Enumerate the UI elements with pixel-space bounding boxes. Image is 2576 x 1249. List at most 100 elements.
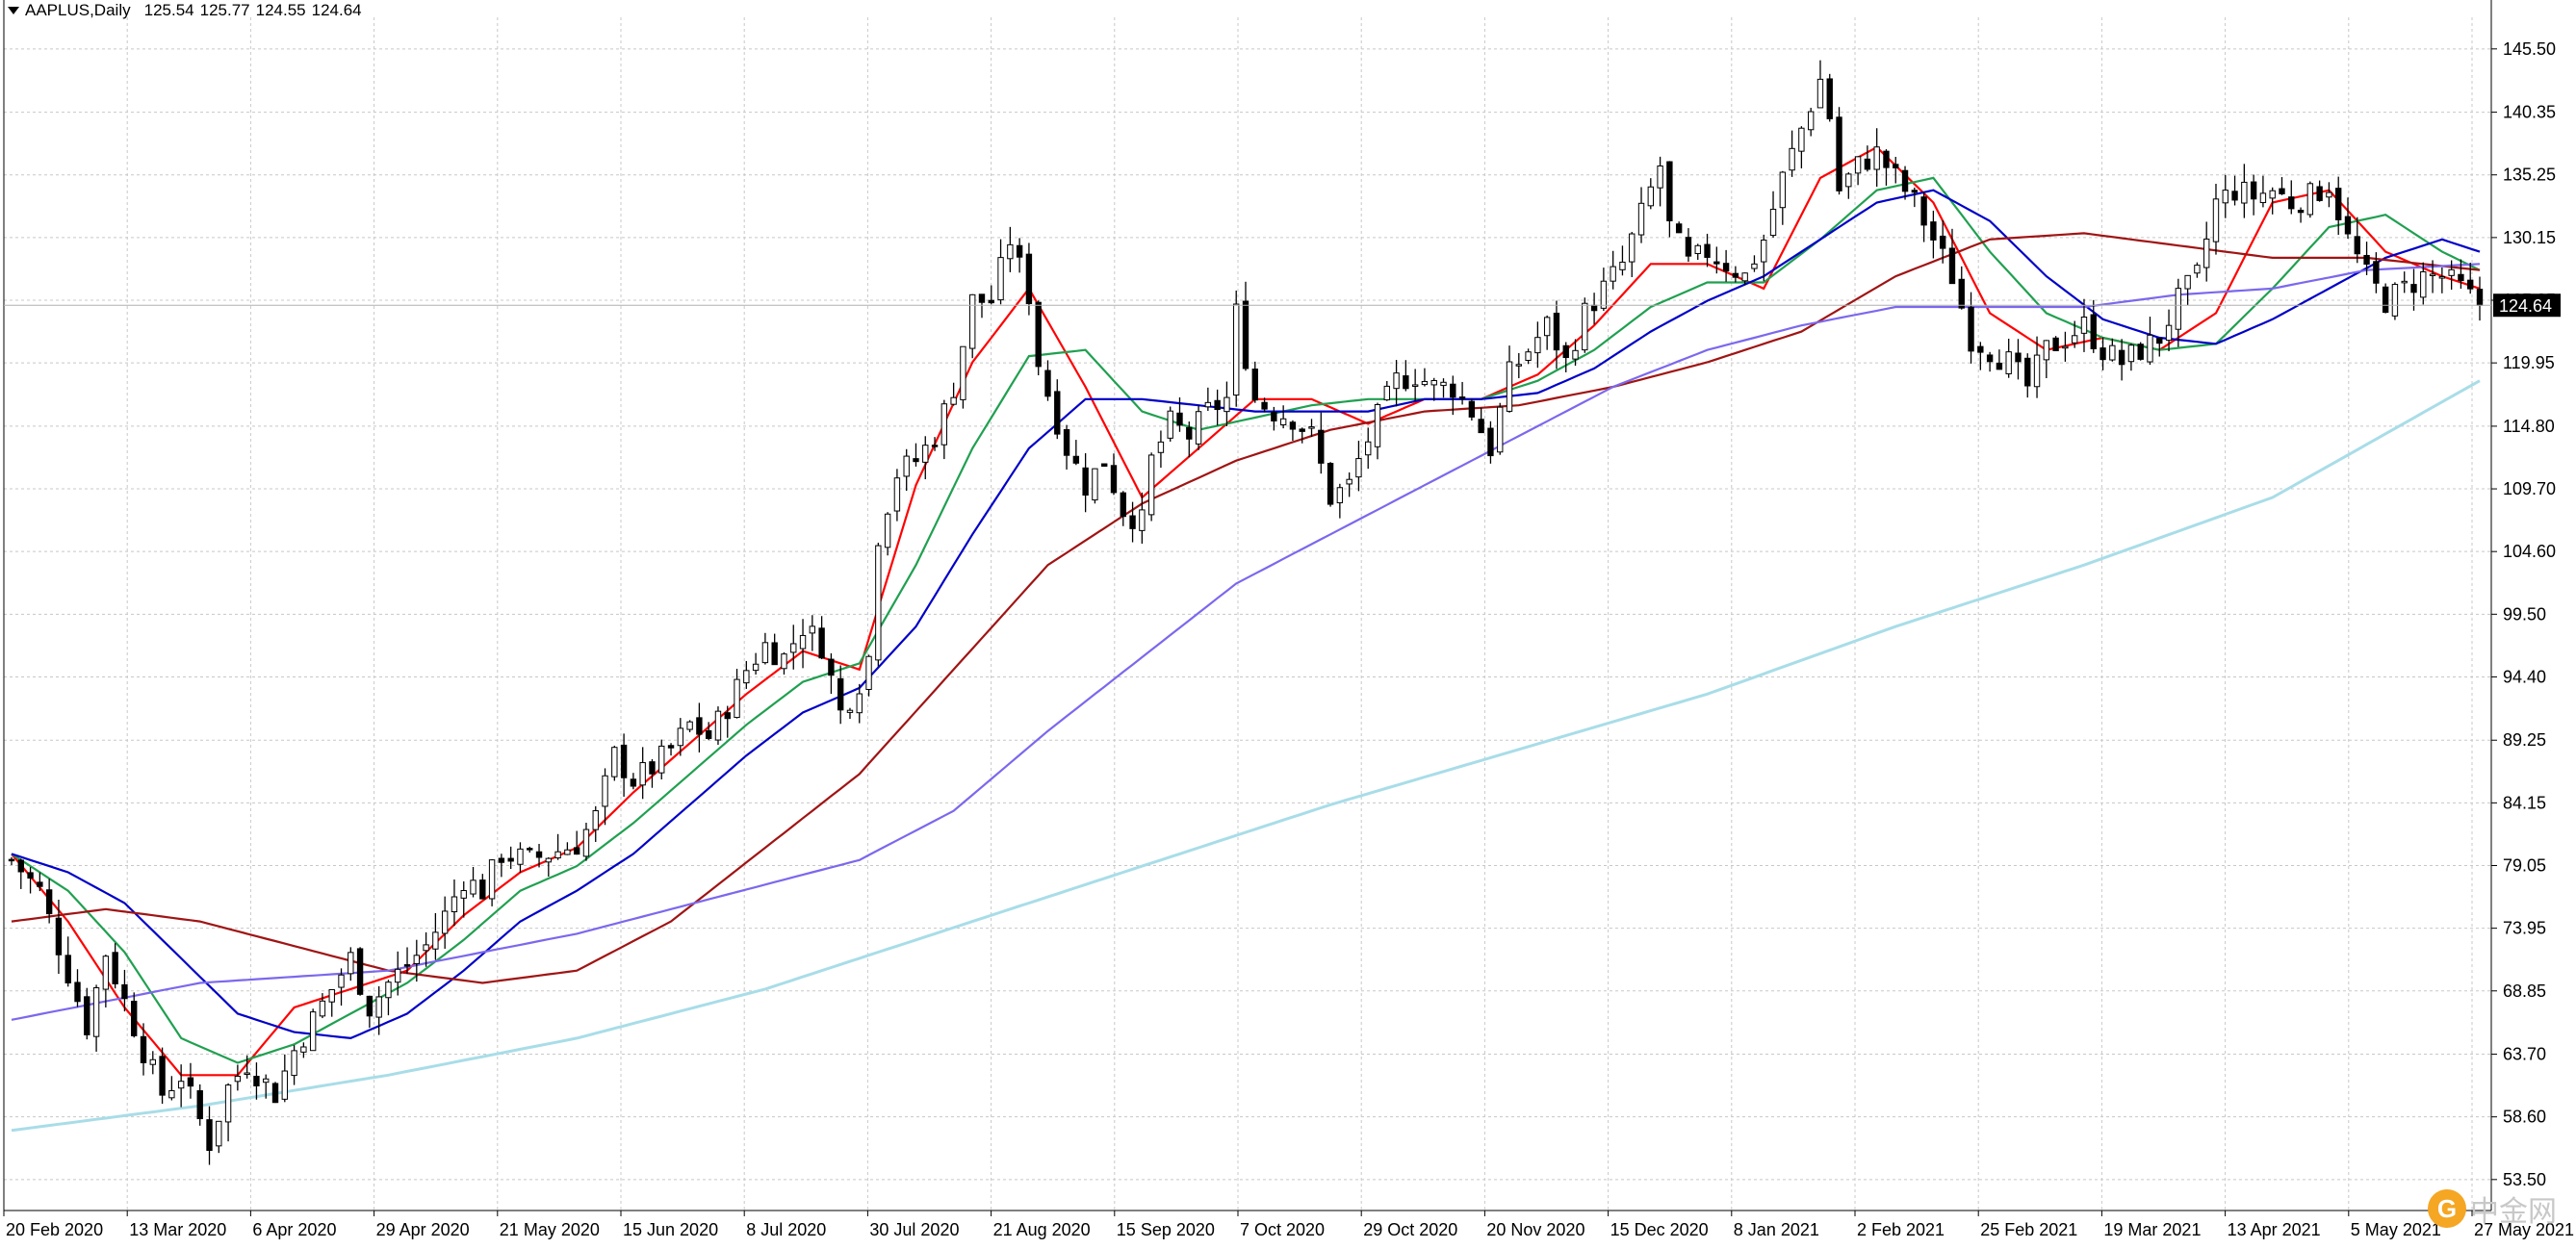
- candle-body: [375, 996, 382, 1018]
- candle-body: [611, 747, 618, 777]
- candle-body: [216, 1120, 222, 1147]
- candle-body: [2203, 238, 2210, 268]
- candle-body: [395, 968, 401, 983]
- candle-body: [1553, 312, 1560, 351]
- candle-body: [441, 910, 449, 934]
- high-value: 125.77: [199, 1, 250, 19]
- candlesticks: [8, 60, 2484, 1165]
- candle-body: [1063, 429, 1070, 456]
- candle-body: [291, 1050, 297, 1077]
- candle-body: [1694, 244, 1701, 255]
- candle-body: [1572, 349, 1579, 360]
- close-value: 124.64: [311, 1, 362, 19]
- candle-body: [1647, 186, 1655, 207]
- candle-body: [168, 1089, 175, 1099]
- y-tick-label: 84.15: [2503, 793, 2546, 812]
- candle-body: [1986, 354, 1994, 363]
- candle-body: [1977, 345, 1984, 353]
- candle-body: [1826, 78, 1833, 119]
- candle-body: [752, 663, 760, 672]
- candle-body: [630, 778, 637, 787]
- candle-body: [1732, 272, 1739, 278]
- candle-body: [479, 879, 486, 900]
- candle-body: [1214, 399, 1221, 411]
- candle-body: [2410, 284, 2417, 293]
- candle-body: [1458, 396, 1466, 399]
- candle-body: [1440, 381, 1447, 387]
- candle-body: [2279, 188, 2285, 194]
- x-tick-label: 2 Feb 2021: [1857, 1220, 1945, 1239]
- candle-body: [1082, 467, 1089, 497]
- candle-body: [2448, 268, 2455, 276]
- candle-body: [960, 345, 966, 400]
- y-tick-label: 104.60: [2503, 542, 2556, 561]
- candle-body: [1666, 161, 1673, 221]
- candle-body: [734, 678, 740, 719]
- candle-body: [84, 996, 90, 1035]
- candle-body: [309, 1011, 317, 1052]
- candle-body: [2269, 190, 2276, 199]
- y-tick-label: 114.80: [2503, 417, 2555, 436]
- candle-body: [131, 1001, 138, 1036]
- candle-body: [1582, 302, 1588, 351]
- candle-body: [1939, 235, 1946, 249]
- candle-body: [1035, 301, 1042, 368]
- open-value: 125.54: [143, 1, 194, 19]
- candle-body: [686, 721, 693, 730]
- candle-body: [658, 745, 665, 774]
- candle-body: [1195, 411, 1202, 445]
- candle-body: [1657, 165, 1663, 189]
- candle-body: [913, 458, 919, 463]
- candle-body: [1883, 150, 1890, 168]
- y-tick-label: 109.70: [2503, 479, 2556, 498]
- candle-body: [1685, 237, 1692, 257]
- candle-body: [1072, 455, 1080, 464]
- candle-body: [2175, 288, 2182, 330]
- ma-line-4: [11, 232, 2481, 984]
- candle-body: [1327, 463, 1334, 505]
- candle-body: [2127, 344, 2135, 363]
- x-tick-label: 19 Mar 2021: [2103, 1220, 2201, 1239]
- candle-body: [1261, 401, 1268, 410]
- x-tick-label: 15 Jun 2020: [623, 1220, 718, 1239]
- current-price-label: 124.64: [4, 293, 2561, 318]
- candle-body: [527, 848, 533, 851]
- candle-body: [2194, 265, 2201, 274]
- candle-body: [55, 917, 63, 956]
- candle-body: [1383, 385, 1390, 401]
- candle-body: [1054, 391, 1061, 435]
- candle-body: [470, 879, 477, 895]
- candle-body: [1120, 492, 1126, 518]
- candle-body: [1901, 169, 1909, 192]
- candle-body: [2316, 186, 2323, 201]
- candle-body: [677, 727, 684, 747]
- candle-body: [1346, 478, 1352, 485]
- x-tick-label: 30 Jul 2020: [869, 1220, 959, 1239]
- low-value: 124.55: [255, 1, 306, 19]
- candle-body: [385, 981, 392, 999]
- candle-body: [149, 1058, 156, 1065]
- candle-body: [940, 403, 948, 446]
- x-tick-label: 5 May 2021: [2351, 1220, 2441, 1239]
- candle-body: [2015, 352, 2022, 363]
- candle-body: [1289, 421, 1297, 430]
- candle-body: [1468, 400, 1476, 418]
- candle-body: [988, 299, 994, 304]
- candle-body: [1101, 463, 1108, 467]
- candle-body: [818, 627, 825, 659]
- candle-body: [1176, 412, 1183, 426]
- x-tick-label: 13 Mar 2020: [129, 1220, 226, 1239]
- candle-body: [2137, 344, 2144, 360]
- candle-body: [714, 710, 722, 741]
- ma-line-2: [11, 176, 2481, 1064]
- candle-body: [403, 964, 411, 967]
- candle-body: [1186, 426, 1193, 440]
- chart-header: AAPLUS,Daily 125.54 125.77 124.55 124.64: [8, 0, 362, 21]
- x-tick-label: 20 Feb 2020: [6, 1220, 103, 1239]
- dropdown-triangle-icon[interactable]: [8, 7, 19, 14]
- candle-body: [1336, 487, 1344, 503]
- candle-body: [45, 889, 53, 915]
- candle-body: [2250, 181, 2257, 200]
- candle-body: [1092, 468, 1098, 501]
